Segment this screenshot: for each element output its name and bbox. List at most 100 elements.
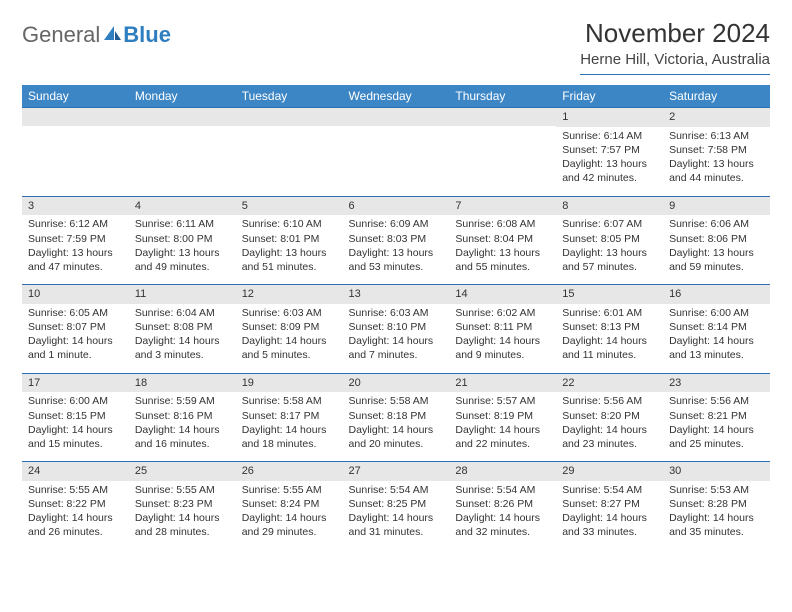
day-body: Sunrise: 6:10 AMSunset: 8:01 PMDaylight:… [236,215,343,284]
weekday-header-row: Sunday Monday Tuesday Wednesday Thursday… [22,85,770,107]
calendar-day-cell: 18Sunrise: 5:59 AMSunset: 8:16 PMDayligh… [129,373,236,462]
day-body: Sunrise: 6:01 AMSunset: 8:13 PMDaylight:… [556,304,663,373]
daylight-text: Daylight: 14 hours and 9 minutes. [455,334,550,362]
day-number: 27 [343,461,450,481]
sunset-text: Sunset: 8:06 PM [669,232,764,246]
sunset-text: Sunset: 8:08 PM [135,320,230,334]
day-body: Sunrise: 6:09 AMSunset: 8:03 PMDaylight:… [343,215,450,284]
sunset-text: Sunset: 8:04 PM [455,232,550,246]
day-body: Sunrise: 6:00 AMSunset: 8:14 PMDaylight:… [663,304,770,373]
sunrise-text: Sunrise: 6:07 AM [562,217,657,231]
sunset-text: Sunset: 8:11 PM [455,320,550,334]
day-body: Sunrise: 5:58 AMSunset: 8:17 PMDaylight:… [236,392,343,461]
day-body: Sunrise: 6:05 AMSunset: 8:07 PMDaylight:… [22,304,129,373]
sunrise-text: Sunrise: 6:04 AM [135,306,230,320]
day-body: Sunrise: 6:00 AMSunset: 8:15 PMDaylight:… [22,392,129,461]
calendar-day-cell: 25Sunrise: 5:55 AMSunset: 8:23 PMDayligh… [129,461,236,550]
day-body: Sunrise: 5:58 AMSunset: 8:18 PMDaylight:… [343,392,450,461]
sunrise-text: Sunrise: 5:56 AM [562,394,657,408]
calendar-day-cell: 15Sunrise: 6:01 AMSunset: 8:13 PMDayligh… [556,284,663,373]
empty-daynum-bar [449,107,556,126]
calendar-week-row: 10Sunrise: 6:05 AMSunset: 8:07 PMDayligh… [22,284,770,373]
sunrise-text: Sunrise: 6:03 AM [349,306,444,320]
sunset-text: Sunset: 8:26 PM [455,497,550,511]
day-body-empty [449,126,556,190]
weekday-header: Saturday [663,85,770,107]
day-number: 1 [556,107,663,127]
daylight-text: Daylight: 13 hours and 53 minutes. [349,246,444,274]
calendar-day-cell: 27Sunrise: 5:54 AMSunset: 8:25 PMDayligh… [343,461,450,550]
sunrise-text: Sunrise: 5:56 AM [669,394,764,408]
day-number: 20 [343,373,450,393]
daylight-text: Daylight: 14 hours and 5 minutes. [242,334,337,362]
sunset-text: Sunset: 7:58 PM [669,143,764,157]
day-number: 8 [556,196,663,216]
day-number: 15 [556,284,663,304]
day-body-empty [236,126,343,190]
day-body-empty [343,126,450,190]
daylight-text: Daylight: 14 hours and 1 minute. [28,334,123,362]
logo: General Blue [22,18,171,48]
calendar-day-cell: 24Sunrise: 5:55 AMSunset: 8:22 PMDayligh… [22,461,129,550]
day-body: Sunrise: 5:56 AMSunset: 8:21 PMDaylight:… [663,392,770,461]
sunset-text: Sunset: 8:19 PM [455,409,550,423]
day-body: Sunrise: 6:03 AMSunset: 8:10 PMDaylight:… [343,304,450,373]
sunrise-text: Sunrise: 6:11 AM [135,217,230,231]
sunrise-text: Sunrise: 5:55 AM [135,483,230,497]
daylight-text: Daylight: 14 hours and 18 minutes. [242,423,337,451]
day-body: Sunrise: 5:59 AMSunset: 8:16 PMDaylight:… [129,392,236,461]
daylight-text: Daylight: 14 hours and 28 minutes. [135,511,230,539]
sunrise-text: Sunrise: 6:08 AM [455,217,550,231]
calendar-day-cell: 2Sunrise: 6:13 AMSunset: 7:58 PMDaylight… [663,107,770,196]
sunrise-text: Sunrise: 6:14 AM [562,129,657,143]
sunrise-text: Sunrise: 6:01 AM [562,306,657,320]
day-number: 14 [449,284,556,304]
day-body: Sunrise: 6:02 AMSunset: 8:11 PMDaylight:… [449,304,556,373]
daylight-text: Daylight: 14 hours and 31 minutes. [349,511,444,539]
sunrise-text: Sunrise: 6:00 AM [669,306,764,320]
daylight-text: Daylight: 14 hours and 3 minutes. [135,334,230,362]
day-body-empty [129,126,236,190]
day-number: 12 [236,284,343,304]
day-number: 11 [129,284,236,304]
daylight-text: Daylight: 14 hours and 13 minutes. [669,334,764,362]
sunset-text: Sunset: 8:07 PM [28,320,123,334]
calendar-day-cell: 21Sunrise: 5:57 AMSunset: 8:19 PMDayligh… [449,373,556,462]
daylight-text: Daylight: 14 hours and 23 minutes. [562,423,657,451]
calendar-day-cell: 4Sunrise: 6:11 AMSunset: 8:00 PMDaylight… [129,196,236,285]
sunrise-text: Sunrise: 5:58 AM [349,394,444,408]
weekday-header: Monday [129,85,236,107]
day-body: Sunrise: 5:54 AMSunset: 8:27 PMDaylight:… [556,481,663,550]
daylight-text: Daylight: 14 hours and 26 minutes. [28,511,123,539]
day-body: Sunrise: 6:12 AMSunset: 7:59 PMDaylight:… [22,215,129,284]
sunrise-text: Sunrise: 5:54 AM [455,483,550,497]
sunset-text: Sunset: 8:09 PM [242,320,337,334]
calendar-week-row: 1Sunrise: 6:14 AMSunset: 7:57 PMDaylight… [22,107,770,196]
sunset-text: Sunset: 8:03 PM [349,232,444,246]
calendar-day-cell: 16Sunrise: 6:00 AMSunset: 8:14 PMDayligh… [663,284,770,373]
day-body: Sunrise: 6:04 AMSunset: 8:08 PMDaylight:… [129,304,236,373]
day-number: 23 [663,373,770,393]
sunset-text: Sunset: 8:01 PM [242,232,337,246]
weekday-header: Wednesday [343,85,450,107]
daylight-text: Daylight: 14 hours and 20 minutes. [349,423,444,451]
daylight-text: Daylight: 14 hours and 11 minutes. [562,334,657,362]
day-number: 5 [236,196,343,216]
sunset-text: Sunset: 8:27 PM [562,497,657,511]
day-body: Sunrise: 6:13 AMSunset: 7:58 PMDaylight:… [663,127,770,196]
sunset-text: Sunset: 8:25 PM [349,497,444,511]
sunset-text: Sunset: 8:17 PM [242,409,337,423]
weekday-header: Thursday [449,85,556,107]
weekday-header: Sunday [22,85,129,107]
sunset-text: Sunset: 8:10 PM [349,320,444,334]
daylight-text: Daylight: 14 hours and 15 minutes. [28,423,123,451]
empty-daynum-bar [129,107,236,126]
day-body: Sunrise: 5:57 AMSunset: 8:19 PMDaylight:… [449,392,556,461]
day-number: 10 [22,284,129,304]
day-number: 26 [236,461,343,481]
calendar-day-cell: 17Sunrise: 6:00 AMSunset: 8:15 PMDayligh… [22,373,129,462]
daylight-text: Daylight: 13 hours and 44 minutes. [669,157,764,185]
day-number: 6 [343,196,450,216]
calendar-day-cell: 5Sunrise: 6:10 AMSunset: 8:01 PMDaylight… [236,196,343,285]
calendar-day-cell: 3Sunrise: 6:12 AMSunset: 7:59 PMDaylight… [22,196,129,285]
